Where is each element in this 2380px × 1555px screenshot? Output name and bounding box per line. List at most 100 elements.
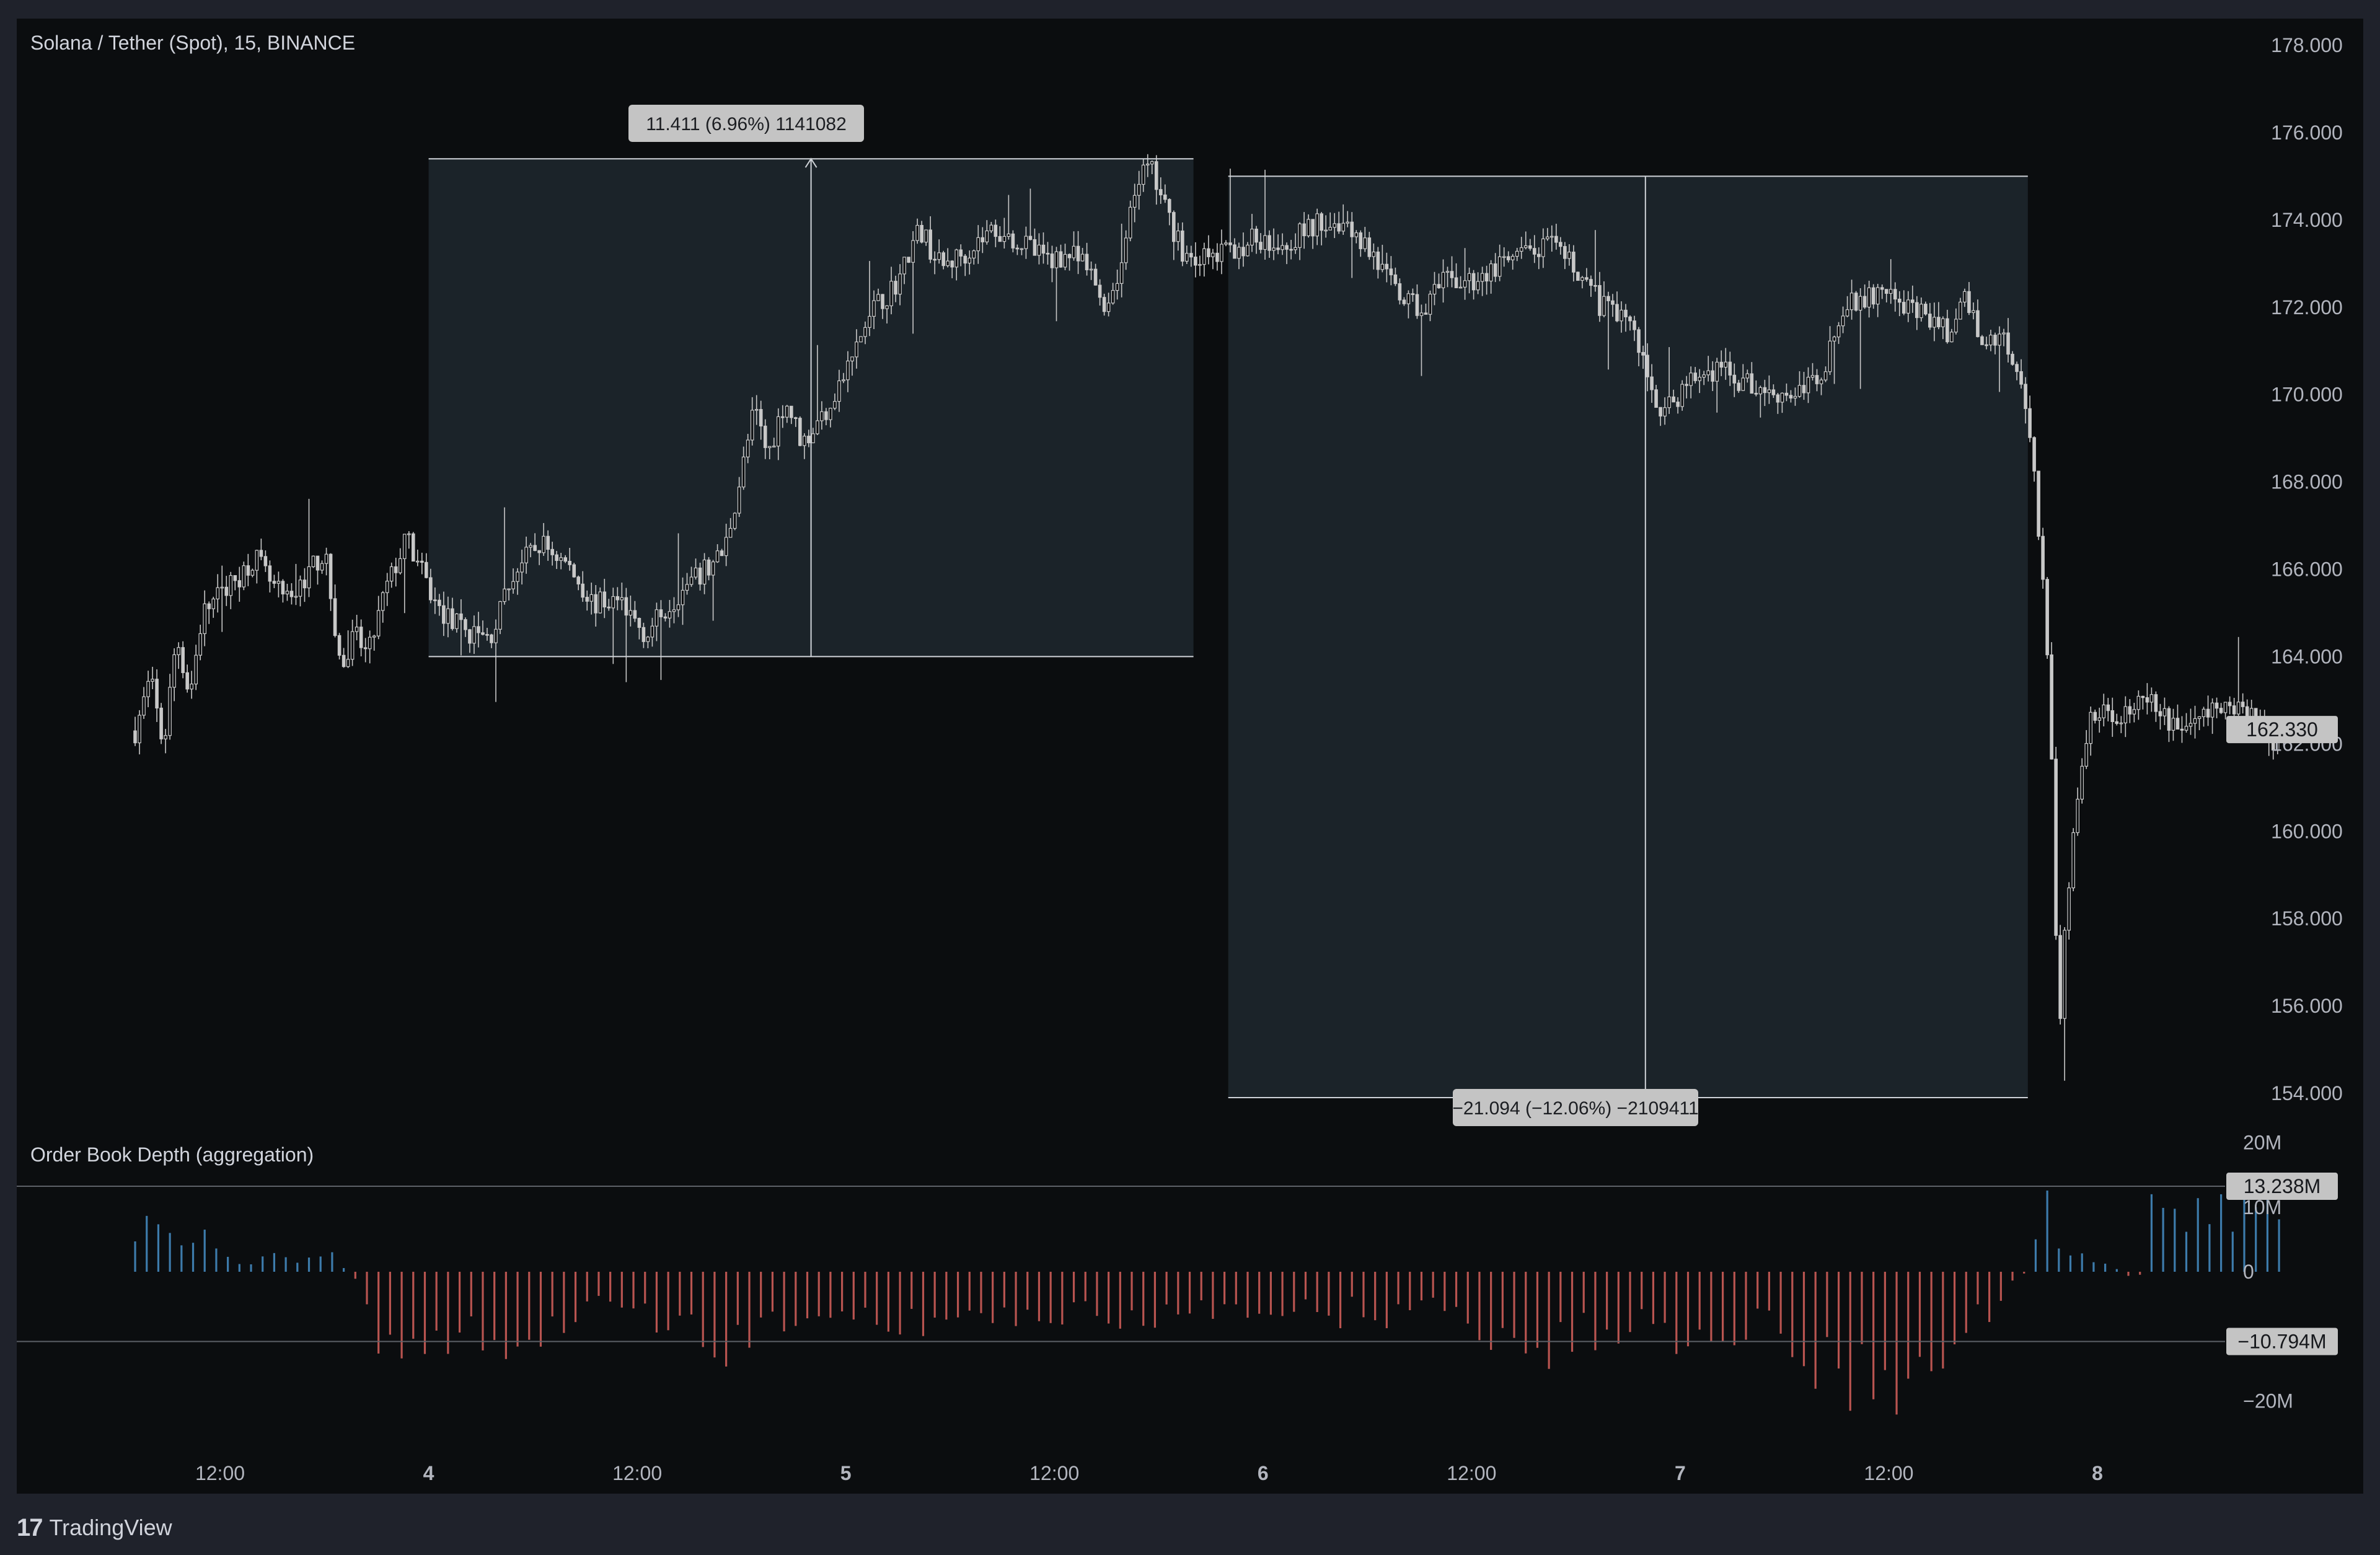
depth-bar [1582, 1272, 1585, 1313]
candle-body [1002, 236, 1007, 242]
candle-body [2028, 408, 2032, 438]
candle-body [346, 659, 350, 667]
depth-bar [1072, 1272, 1075, 1303]
time-axis-label: 4 [423, 1462, 434, 1484]
candle-body [1254, 228, 1258, 243]
candle-body [1858, 296, 1862, 311]
candle-body [1059, 251, 1063, 268]
candle-body [415, 560, 420, 563]
candle-body [846, 360, 850, 381]
candle-body [1398, 283, 1402, 301]
candle-body [1041, 244, 1046, 254]
price-axis[interactable]: 178.000 176.000 174.000 172.000 170.000 168.0… [2271, 34, 2343, 1104]
candle-body [989, 224, 994, 232]
candle-body [1924, 304, 1928, 315]
candle-body [1115, 283, 1119, 291]
candle-body [1176, 231, 1180, 242]
candle-body [1141, 164, 1145, 185]
candle-body [559, 557, 563, 562]
candle-body [533, 545, 537, 551]
candle-body [429, 577, 433, 601]
tradingview-brand[interactable]: TradingView [49, 1515, 172, 1540]
candle-body [1189, 253, 1193, 258]
time-axis-label: 12:00 [1864, 1462, 1913, 1484]
candle-body [1489, 263, 1493, 282]
candle-body [2093, 711, 2097, 721]
depth-bar [203, 1230, 206, 1272]
time-axis-label: 8 [2092, 1462, 2103, 1484]
candle-body [1693, 372, 1697, 381]
candle-body [872, 300, 876, 317]
candle-body [1633, 320, 1636, 330]
candle-body [468, 629, 472, 644]
depth-bar [227, 1256, 229, 1272]
candle-body [1580, 277, 1584, 281]
candle-body [355, 627, 359, 632]
candle-body [2232, 705, 2236, 715]
depth-bar [2208, 1224, 2211, 1272]
candle-body [1011, 233, 1015, 249]
candle-body [954, 249, 959, 268]
candle-body [455, 613, 459, 629]
candle-body [459, 613, 463, 620]
candle-body [1737, 382, 1741, 391]
candle-body [855, 341, 858, 358]
candle-body [1884, 289, 1889, 294]
candle-body [1380, 263, 1385, 270]
depth-bar [2104, 1263, 2107, 1272]
depth-bar [1038, 1272, 1041, 1321]
measure-2-label: −21.094 (−12.06%) −2109411 [1452, 1089, 1699, 1126]
chart-canvas[interactable]: 178.000 176.000 174.000 172.000 170.000 168.0… [17, 19, 2363, 1494]
depth-bar [1802, 1272, 1805, 1367]
candle-body [1667, 396, 1671, 408]
depth-bar [876, 1272, 878, 1325]
candle-body [216, 587, 220, 600]
depth-bar [1872, 1272, 1875, 1399]
candle-body [1536, 253, 1541, 257]
candle-body [2115, 721, 2119, 724]
depth-bar [864, 1272, 866, 1308]
candle-body [1541, 238, 1545, 257]
candle-body [2202, 708, 2206, 718]
indicator-title[interactable]: Order Book Depth (aggregation) [30, 1143, 314, 1166]
depth-bar [1061, 1272, 1064, 1325]
candle-body [733, 513, 737, 529]
depth-bar [1328, 1272, 1330, 1316]
candle-body [2128, 706, 2132, 715]
candle-body [1598, 285, 1602, 316]
candle-body [1611, 300, 1615, 305]
candle-body [2067, 887, 2071, 931]
depth-upper-badge: 13.238M [2244, 1175, 2321, 1197]
candle-body [389, 566, 394, 582]
candle-body [2167, 708, 2171, 731]
time-axis[interactable]: 12:00 4 12:00 5 12:00 6 12:00 7 12:00 8 [195, 1462, 2103, 1484]
candle-body [1324, 229, 1328, 232]
candle-body [1333, 223, 1337, 228]
depth-bar [319, 1256, 322, 1272]
candle-body [1715, 361, 1719, 382]
candle-body [650, 625, 654, 638]
time-axis-label: 12:00 [612, 1462, 662, 1484]
candle-body [1823, 371, 1828, 381]
candle-body [1550, 236, 1554, 238]
chart-panel[interactable]: 178.000 176.000 174.000 172.000 170.000 168.0… [17, 19, 2363, 1494]
tradingview-logo-icon[interactable]: 17 [17, 1513, 43, 1541]
axis-badges: 162.330 13.238M −10.794M [2226, 716, 2338, 1355]
depth-bar [1513, 1272, 1515, 1338]
candle-body [298, 579, 302, 597]
measurement-boxes[interactable] [428, 159, 2028, 1098]
candle-body [1337, 223, 1341, 232]
candle-body [1606, 296, 1610, 301]
candle-body [1880, 287, 1884, 290]
symbol-title[interactable]: Solana / Tether (Spot), 15, BINANCE [30, 32, 355, 54]
candle-body [350, 631, 355, 660]
candle-body [250, 570, 255, 576]
candle-body [1484, 273, 1489, 282]
price-axis-label: 160.000 [2271, 820, 2343, 842]
candle-body [1854, 293, 1858, 311]
candle-body [624, 597, 628, 616]
candle-body [164, 735, 167, 739]
depth-axis-label: −20M [2243, 1390, 2293, 1412]
depth-bar [922, 1272, 925, 1336]
candle-body [585, 597, 589, 602]
